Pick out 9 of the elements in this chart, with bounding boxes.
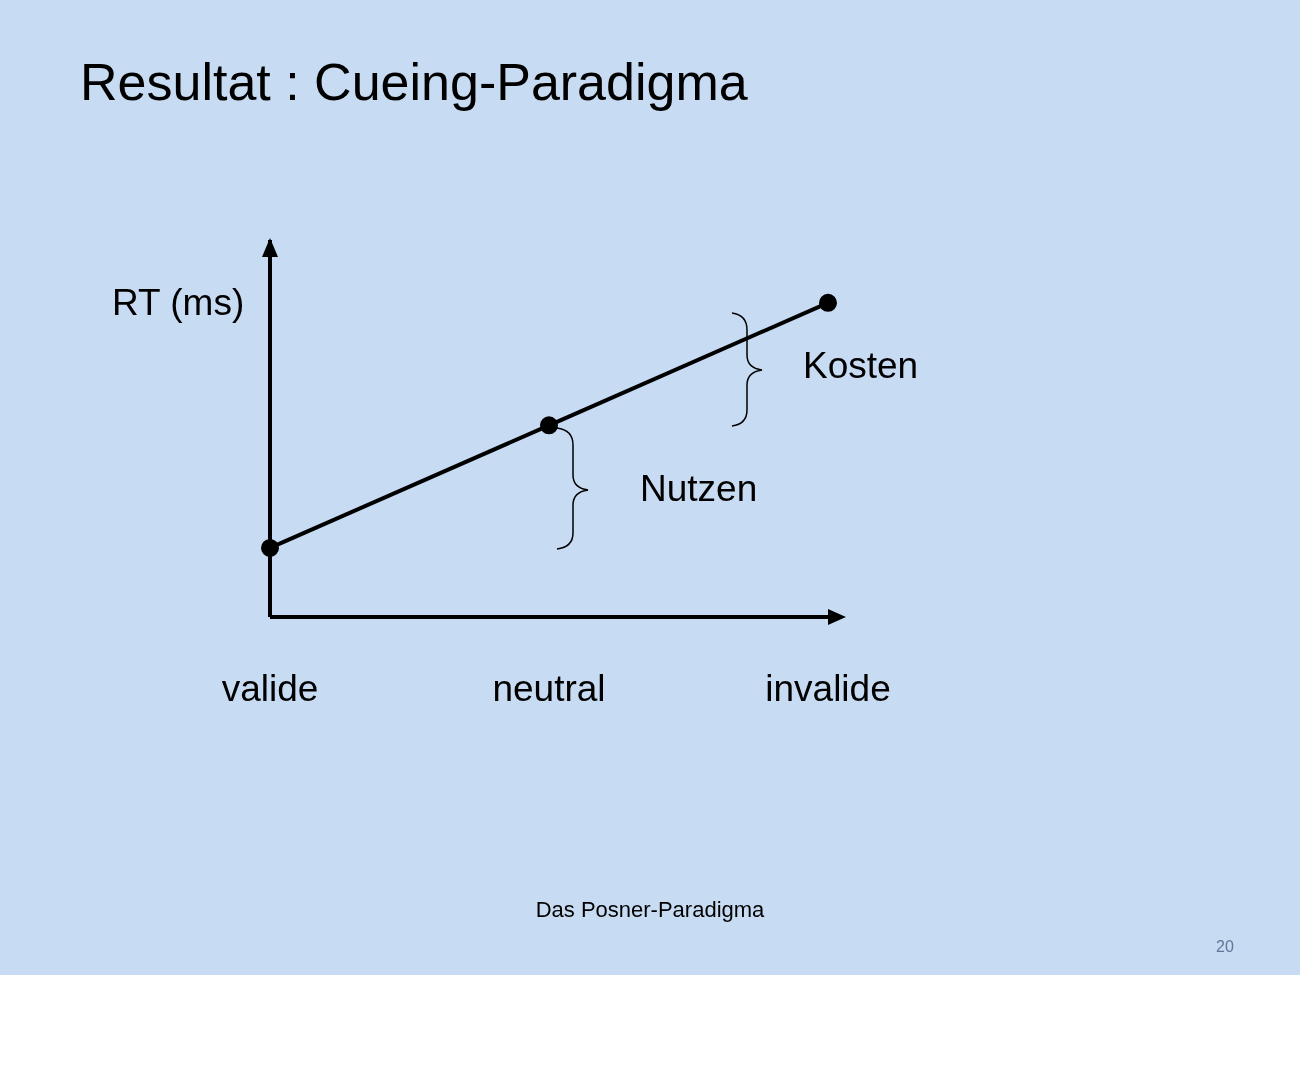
- x-tick-label: invalide: [765, 668, 891, 710]
- x-tick-label: neutral: [492, 668, 606, 710]
- y-axis-title: RT (ms): [112, 282, 245, 324]
- chart-title: Resultat : Cueing-Paradigma: [80, 52, 748, 112]
- text: 20: [1215, 938, 1235, 956]
- x-tick-label: valide: [221, 668, 319, 710]
- annotation: Kosten: [803, 345, 919, 387]
- text: Das Posner-Paradigma: [534, 897, 766, 923]
- annotation: Nutzen: [640, 468, 758, 510]
